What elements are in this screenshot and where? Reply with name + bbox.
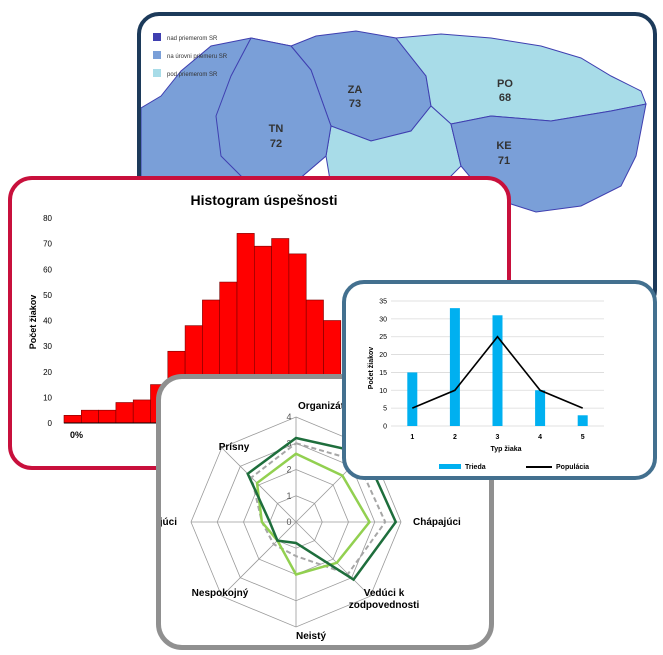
histogram-x-start-label: 0% [70,430,83,440]
histogram-bar [115,402,134,424]
radar-r-tick-label: 4 [286,412,291,422]
type-chart-y-tick-label: 15 [379,370,387,377]
histogram-y-tick-label: 30 [43,342,52,351]
histogram-y-tick-label: 40 [43,317,52,326]
type-chart-y-tick-label: 0 [383,424,387,431]
type-chart-y-tick-label: 25 [379,334,387,341]
type-chart-y-tick-label: 20 [379,352,387,359]
histogram-y-tick-label: 60 [43,265,52,274]
radar-r-tick-label: 2 [286,465,291,475]
radar-spoke [295,521,371,597]
region-value-ke: 71 [498,155,510,167]
type-chart-y-axis-label: Počet žiakov [368,347,375,390]
legend-swatch-trieda [439,464,461,469]
radar-spoke [221,521,297,597]
histogram-title: Histogram úspešnosti [190,192,337,208]
radar-r-tick-label: 1 [286,491,291,501]
histogram-bar [98,409,117,424]
legend-label-equal: na úrovni priemeru SR [167,54,228,60]
slovakia-region-map: nad priemerom SR na úrovni priemeru SR p… [141,30,647,213]
legend-label-trieda: Trieda [465,464,486,471]
type-chart-bar [492,315,503,426]
region-code-za: ZA [348,84,363,96]
histogram-y-tick-label: 0 [48,419,53,428]
histogram-bar [63,415,82,424]
region-code-po: PO [497,78,513,90]
type-chart-bar [407,372,418,426]
histogram-y-tick-label: 20 [43,368,52,377]
region-code-tn: TN [269,123,284,135]
type-chart-y-tick-label: 35 [379,299,387,306]
legend-swatch-equal [153,51,161,59]
type-bar-chart: 0 5 10 15 20 25 30 35 1 2 3 4 5 Počet žiakov Typ ži… [368,299,604,471]
histogram-y-tick-label: 10 [43,393,52,402]
radar-axis-label: Organizátor [298,401,354,412]
map-card: nad priemerom SR na úrovni priemeru SR p… [137,12,657,312]
legend-swatch-above [153,33,161,41]
type-chart-x-axis-label: Typ žiaka [491,446,522,453]
region-value-tn: 72 [270,138,282,150]
type-chart-bar [535,390,546,426]
histogram-bar [132,399,151,424]
type-chart-y-tick-label: 10 [379,388,387,395]
type-chart-population-line [411,335,584,409]
legend-swatch-below [153,69,161,77]
type-chart-y-tick-label: 5 [383,406,387,413]
radar-axis-label: Karhajúci [156,517,177,528]
radar-axis-label: Nespokojný [192,588,249,599]
radar-spoke [221,447,297,523]
radar-axis-label: Neistý [296,631,326,642]
legend-label-populacia: Populácia [556,464,589,471]
radar-r-tick-label: 0 [286,517,291,527]
radar-axis-label: Vedúci k zodpovednosti [349,588,420,611]
radar-axis-label: Chápajúci [413,517,461,528]
legend-label-above: nad priemerom SR [167,36,218,42]
histogram-bar [81,409,99,424]
type-chart-x-tick-label: 5 [581,434,585,441]
radar-axis-label: Prísny [219,442,250,453]
histogram-y-axis-label: Počet žiakov [28,295,38,350]
legend-label-below: pod priemerom SR [167,72,218,78]
type-chart-x-tick-label: 2 [453,434,457,441]
region-code-ke: KE [496,140,511,152]
type-chart-x-tick-label: 3 [496,434,500,441]
type-chart-bar [577,415,588,426]
region-value-po: 68 [499,92,511,104]
histogram-y-tick-label: 70 [43,240,52,249]
type-chart-bar [449,308,460,426]
region-value-za: 73 [349,98,361,110]
type-chart-x-tick-label: 4 [538,434,542,441]
type-chart-y-tick-label: 30 [379,316,387,323]
histogram-y-tick-label: 80 [43,214,52,223]
type-bar-chart-card: 0 5 10 15 20 25 30 35 1 2 3 4 5 Počet žiakov Typ ži… [342,280,657,480]
histogram-y-tick-label: 50 [43,291,52,300]
type-chart-x-tick-label: 1 [410,434,414,441]
